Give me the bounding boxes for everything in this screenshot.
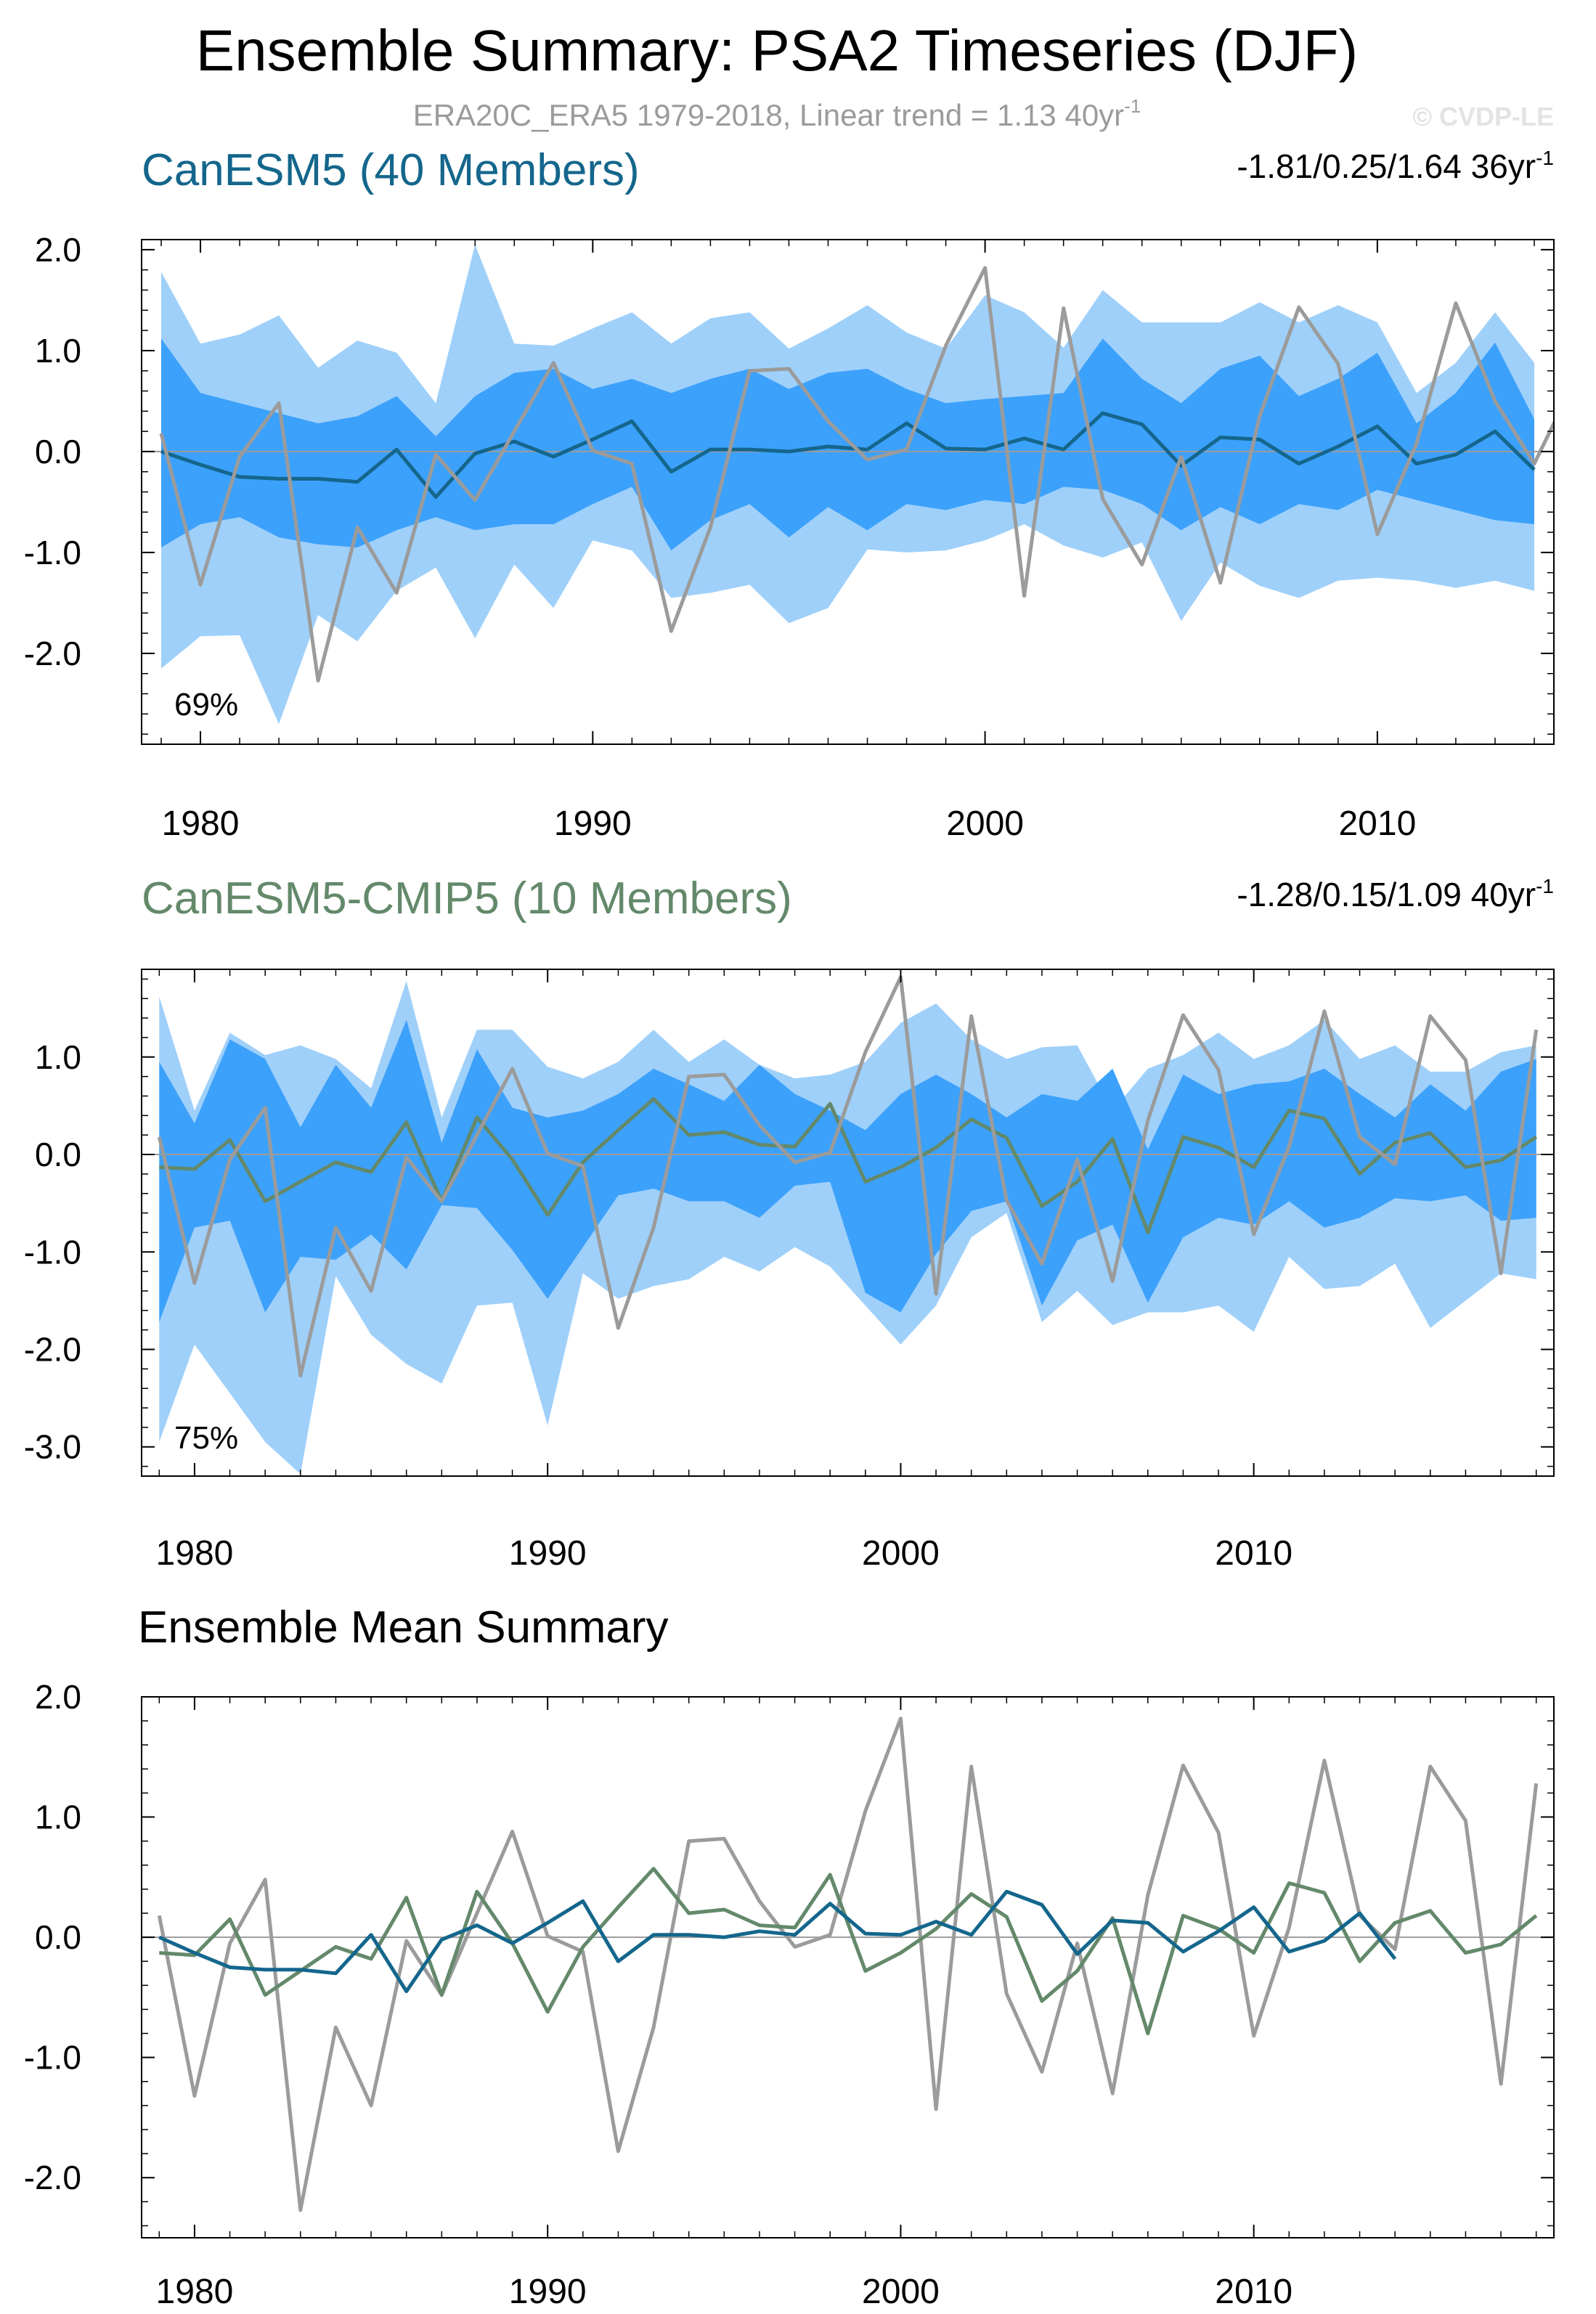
figure-subtitle: ERA20C_ERA5 1979-2018, Linear trend = 1.… (413, 95, 1141, 132)
x-tick-label: 1990 (509, 1534, 587, 1573)
figure-title: Ensemble Summary: PSA2 Timeseries (DJF) (196, 18, 1358, 83)
panel-1-title: CanESM5 (40 Members) (142, 145, 640, 195)
x-tick-label: 1990 (509, 2273, 587, 2311)
y-tick-label: 0.0 (35, 1918, 81, 1956)
panel-2-percent-label: 75% (174, 1420, 238, 1456)
series-line-obs (157, 1716, 1539, 2212)
y-tick-label: 2.0 (35, 231, 81, 269)
series-line-canesm5-cmip5 (159, 1867, 1538, 2036)
y-tick-label: -1.0 (24, 2039, 81, 2077)
panel-2-stats: -1.28/0.15/1.09 40yr-1 (1237, 875, 1554, 913)
panel-1-stats-text: -1.81/0.25/1.64 36yr (1237, 147, 1536, 185)
x-tick-label: 2010 (1338, 804, 1416, 843)
y-tick-label: 0.0 (35, 433, 81, 470)
y-tick-label: -1.0 (24, 1233, 81, 1271)
y-tick-label: -2.0 (24, 635, 81, 672)
panel-1-stats-sup: -1 (1536, 147, 1554, 169)
x-tick-label: 2010 (1215, 2273, 1292, 2311)
x-tick-label: 2000 (862, 1534, 940, 1573)
series-line-obs (159, 266, 1554, 683)
y-tick-label: -2.0 (24, 2159, 81, 2196)
panel-1: CanESM5 (40 Members) -1.81/0.25/1.64 36yr… (24, 145, 1555, 843)
x-tick-label: 1990 (554, 804, 632, 843)
y-tick-label: 2.0 (35, 1678, 81, 1716)
plot-area (142, 1716, 1554, 2212)
panel-2-stats-sup: -1 (1536, 875, 1554, 897)
panel-2-title: CanESM5-CMIP5 (10 Members) (142, 873, 792, 924)
panel-3: Ensemble Mean Summary 2.0 1.0 0.0 -1.0 -2.0 19… (24, 1602, 1555, 2311)
x-tick-label: 1980 (162, 804, 240, 843)
x-tick-label: 1980 (156, 1534, 234, 1573)
panel-1-stats: -1.81/0.25/1.64 36yr-1 (1237, 147, 1554, 185)
panel-3-title: Ensemble Mean Summary (138, 1602, 669, 1653)
y-tick-label: 0.0 (35, 1136, 81, 1173)
y-tick-label: 1.0 (35, 1798, 81, 1836)
y-tick-label: -3.0 (24, 1428, 81, 1466)
band-inner-range (159, 1019, 1536, 1322)
watermark: © CVDP-LE (1412, 102, 1554, 131)
figure-subtitle-text: ERA20C_ERA5 1979-2018, Linear trend = 1.… (413, 98, 1124, 132)
y-tick-label: 1.0 (35, 1038, 81, 1076)
series-line-obs (157, 975, 1539, 1378)
x-tick-label: 2000 (946, 804, 1024, 843)
panel-1-percent-label: 69% (174, 687, 238, 722)
series-line-canesm5 (160, 411, 1536, 499)
panel-2: CanESM5-CMIP5 (10 Members) -1.28/0.15/1.0… (24, 873, 1555, 1573)
plot-frame (141, 969, 1555, 1477)
y-tick-label: 1.0 (35, 332, 81, 370)
panel-2-stats-text: -1.28/0.15/1.09 40yr (1237, 876, 1536, 913)
figure-subtitle-sup: -1 (1124, 95, 1141, 117)
x-tick-label: 2000 (862, 2273, 940, 2311)
plot-frame (141, 1696, 1555, 2238)
plot-area (142, 245, 1554, 725)
x-tick-label: 2010 (1215, 1534, 1292, 1573)
plot-area (142, 975, 1554, 1475)
series-line-canesm5 (158, 1889, 1397, 1994)
y-tick-label: -2.0 (24, 1331, 81, 1369)
band-inner-range (161, 338, 1534, 551)
x-tick-label: 1980 (156, 2273, 234, 2311)
series-line-canesm5-cmip5 (159, 1097, 1538, 1234)
y-tick-label: -1.0 (24, 534, 81, 571)
